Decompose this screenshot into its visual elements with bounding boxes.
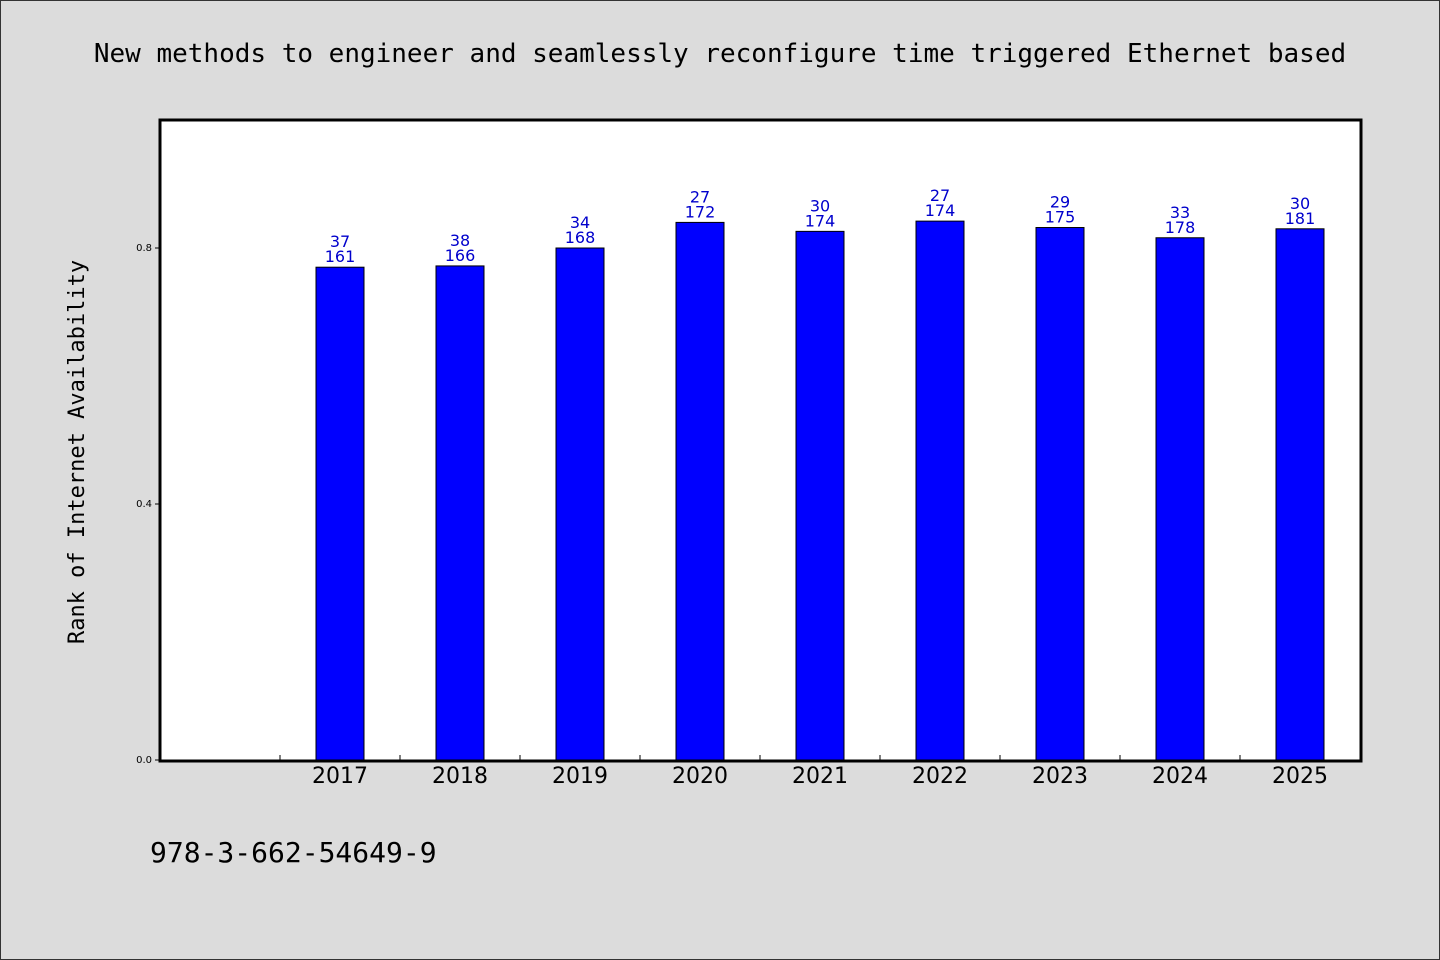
x-tick-label: 2022	[912, 764, 968, 789]
bar-2023	[1035, 227, 1085, 761]
x-tick-label: 2023	[1032, 764, 1088, 789]
bar-label-top: 27	[690, 187, 710, 206]
bar-label-top: 30	[810, 196, 830, 215]
y-axis-label: Rank of Internet Availability	[65, 260, 90, 644]
bar-label-top: 34	[570, 213, 590, 232]
y-tick-label: 0.8	[136, 243, 152, 254]
bar-label-bottom: 181	[1285, 209, 1316, 228]
x-tick-label: 2021	[792, 764, 848, 789]
y-tick-label: 0.0	[136, 755, 152, 766]
bar-label-bottom: 174	[805, 211, 836, 230]
bar-label-top: 29	[1050, 193, 1070, 212]
bar-label-bottom: 161	[325, 247, 356, 266]
bar-2021	[795, 230, 845, 761]
x-tick-label: 2020	[672, 764, 728, 789]
x-axis: 2017 2018 2019 2020 2021 2022 2023 2024 2025	[279, 755, 1361, 789]
bar-label-bottom: 174	[925, 201, 956, 220]
bar-label-bottom: 175	[1045, 208, 1076, 227]
y-tick-label: 0.4	[136, 499, 152, 510]
bar-2017	[315, 266, 365, 761]
bar-label-bottom: 166	[445, 246, 476, 265]
bar-2025	[1275, 228, 1325, 761]
bar-2024	[1155, 237, 1205, 761]
y-axis: 0.0 0.4 0.8	[136, 243, 160, 766]
bar-2018	[435, 265, 485, 761]
x-tick-label: 2018	[432, 764, 488, 789]
bar-label-bottom: 172	[685, 202, 716, 221]
bar-2019	[555, 247, 605, 761]
x-tick-label: 2017	[312, 764, 368, 789]
bar-2020	[675, 221, 725, 761]
bar-2022	[915, 220, 965, 761]
x-tick-label: 2025	[1272, 764, 1328, 789]
isbn-footer: 978-3-662-54649-9	[150, 836, 437, 869]
bar-label-top: 38	[450, 231, 470, 250]
bar-label-top: 27	[930, 186, 950, 205]
bar-label-top: 33	[1170, 203, 1190, 222]
bar-label-bottom: 178	[1165, 218, 1196, 237]
bar-label-bottom: 168	[565, 228, 596, 247]
bar-label-top: 37	[330, 232, 350, 251]
chart-title: New methods to engineer and seamlessly r…	[94, 39, 1346, 69]
bar-label-top: 30	[1290, 194, 1310, 213]
x-tick-label: 2024	[1152, 764, 1208, 789]
x-tick-label: 2019	[552, 764, 608, 789]
